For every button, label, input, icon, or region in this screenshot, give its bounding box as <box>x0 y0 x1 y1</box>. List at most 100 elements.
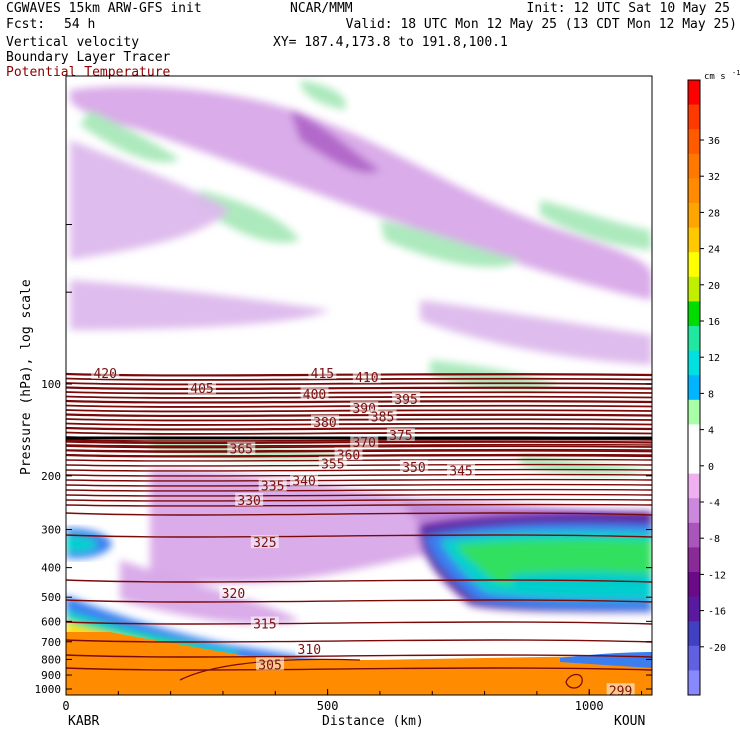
velocity-blob <box>540 200 652 250</box>
y-tick-label: 500 <box>41 591 61 604</box>
colorbar: 36 32 28 24 20 16 12 8 4 0 -4 -8 -12 -16 -20 cm s -1 <box>687 69 740 696</box>
colorbar-label: 8 <box>708 389 714 400</box>
colorbar-segment <box>688 80 700 106</box>
velocity-blob <box>150 470 652 584</box>
velocity-blob <box>290 110 380 173</box>
theta-label: 340 <box>292 474 315 489</box>
theta-line <box>66 386 652 391</box>
forecast-label: Fcst: <box>6 17 46 32</box>
theta-closed <box>565 673 583 689</box>
colorbar-label: 0 <box>708 462 714 473</box>
vertical-velocity-field <box>66 80 652 695</box>
theta-label-bg <box>91 365 120 379</box>
colorbar-segment <box>688 645 700 671</box>
surface-orange <box>66 632 652 695</box>
velocity-blob <box>70 140 230 260</box>
colorbar-segment <box>688 399 700 425</box>
x-tick-label: 0 <box>62 699 69 713</box>
y-tick-label: 300 <box>41 524 61 537</box>
theta-label: 350 <box>402 461 425 476</box>
colorbar-segment <box>688 375 700 401</box>
valid-time: Valid: 18 UTC Mon 12 May 25 (13 CDT Mon … <box>345 17 737 32</box>
y-tick-label: 800 <box>41 653 61 666</box>
model-title: CGWAVES 15km ARW-GFS init <box>6 1 202 16</box>
theta-label-bg <box>250 616 279 630</box>
y-tick-label: 600 <box>41 615 61 628</box>
theta-line <box>66 639 652 643</box>
theta-label: 345 <box>449 464 472 479</box>
colorbar-label: -16 <box>708 607 726 618</box>
y-tick-label: 900 <box>41 669 61 682</box>
theta-line <box>66 377 652 381</box>
colorbar-segment <box>688 670 700 696</box>
theta-label: 410 <box>355 371 378 386</box>
velocity-blob <box>195 190 300 243</box>
colorbar-segment <box>688 424 700 450</box>
colorbar-label: 28 <box>708 208 720 219</box>
theta-line <box>66 654 652 658</box>
field-boundary-layer-tracer: Boundary Layer Tracer <box>6 50 171 65</box>
x-axis-label: Distance (km) <box>322 714 424 729</box>
theta-line <box>66 426 652 431</box>
velocity-blob <box>380 220 520 268</box>
y-tick-label: 400 <box>41 562 61 575</box>
init-time: Init: 12 UTC Sat 10 May 25 <box>526 1 731 16</box>
colorbar-segment <box>688 326 700 352</box>
velocity-blob <box>70 86 652 300</box>
y-tick-label: 1000 <box>35 683 62 696</box>
theta-line <box>66 488 652 492</box>
colorbar-segment <box>688 449 700 475</box>
colorbar-label: -8 <box>708 534 720 545</box>
colorbar-label: 20 <box>708 281 720 292</box>
theta-line <box>66 399 652 404</box>
theta-line <box>66 443 652 447</box>
theta-label-bg <box>606 683 635 695</box>
theta-label-bg <box>399 459 428 473</box>
colorbar-segment <box>688 522 700 548</box>
colorbar-segment <box>688 473 700 499</box>
theta-line <box>66 503 652 507</box>
colorbar-segment <box>688 104 700 130</box>
colorbar-segment <box>688 227 700 253</box>
theta-label-bg <box>308 365 337 379</box>
velocity-blob <box>420 300 652 365</box>
theta-line <box>66 468 652 472</box>
colorbar-label: -20 <box>708 643 726 654</box>
theta-line <box>66 445 652 449</box>
colorbar-segment <box>688 498 700 524</box>
colorbar-segment <box>688 301 700 327</box>
theta-label-bg <box>290 473 319 487</box>
field-vertical-velocity: Vertical velocity <box>6 35 140 50</box>
theta-line <box>66 382 652 386</box>
theta-label-bg <box>250 535 279 549</box>
colorbar-label: 16 <box>708 317 720 328</box>
theta-line <box>66 498 652 502</box>
colorbar-units-exp: -1 <box>732 69 740 77</box>
theta-label: 415 <box>311 367 334 382</box>
center-label: NCAR/MMM <box>290 1 353 16</box>
colorbar-units: cm s <box>704 72 726 82</box>
theta-line <box>66 599 652 603</box>
colorbar-label: 36 <box>708 136 720 147</box>
theta-label: 375 <box>389 429 412 444</box>
theta-label-bg <box>219 586 248 600</box>
theta-line <box>66 473 652 477</box>
theta-label-bg <box>258 478 287 492</box>
end-station: KOUN <box>614 714 646 729</box>
theta-label: 299 <box>609 684 632 699</box>
theta-label-bg <box>227 441 256 455</box>
theta-line <box>66 449 652 453</box>
theta-line <box>66 391 652 395</box>
theta-label-bg <box>447 463 476 477</box>
theta-label: 420 <box>93 367 116 382</box>
velocity-blobs <box>70 80 652 624</box>
theta-line <box>66 395 652 399</box>
colorbar-segment <box>688 621 700 647</box>
theta-label-bg <box>392 392 421 406</box>
left-plume-inner <box>66 535 98 553</box>
colorbar-label: -4 <box>708 498 720 509</box>
theta-label-bg <box>256 657 285 671</box>
theta-label-bg <box>300 387 329 401</box>
